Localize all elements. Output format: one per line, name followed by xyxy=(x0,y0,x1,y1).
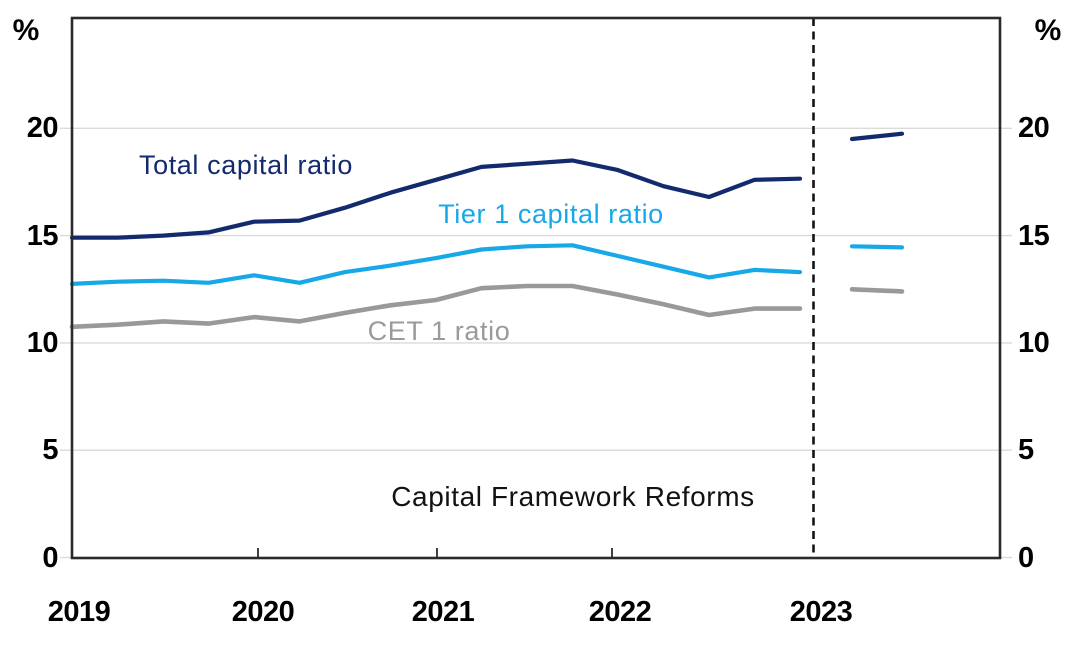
y-tick-right-5: 5 xyxy=(1018,434,1034,466)
total-capital-ratio-label: Total capital ratio xyxy=(138,150,354,180)
y-tick-right-15: 15 xyxy=(1018,220,1050,252)
tier1-capital-ratio-label: Tier 1 capital ratio xyxy=(438,199,664,229)
tier1-capital-line-post xyxy=(849,244,905,250)
total-capital-line-post xyxy=(849,131,905,142)
x-tick-2020: 2020 xyxy=(231,596,295,628)
x-tick-2022: 2022 xyxy=(588,596,652,628)
total-capital-line xyxy=(69,158,803,240)
y-tick-left-10: 10 xyxy=(26,327,59,359)
y-tick-left-15: 15 xyxy=(26,220,59,252)
y-tick-left-5: 5 xyxy=(42,434,58,466)
y-tick-right-10: 10 xyxy=(1018,327,1050,359)
cet1-line-post xyxy=(849,286,905,294)
x-tick-2019: 2019 xyxy=(47,596,111,628)
tier1-capital-line xyxy=(69,243,803,286)
y-tick-left-0: 0 xyxy=(42,542,58,574)
capital-framework-reforms-label: Capital Framework Reforms xyxy=(391,481,755,512)
x-tick-2021: 2021 xyxy=(411,596,475,628)
x-tick-2023: 2023 xyxy=(789,596,853,628)
plot-frame xyxy=(70,16,1002,560)
y-axis-unit-right: % xyxy=(1034,14,1062,47)
y-axis-unit-left: % xyxy=(12,14,40,47)
cet1-line xyxy=(69,283,803,330)
y-tick-right-20: 20 xyxy=(1018,112,1050,144)
y-tick-left-20: 20 xyxy=(26,112,59,144)
y-tick-right-0: 0 xyxy=(1018,542,1034,574)
cet1-ratio-label: CET 1 ratio xyxy=(367,316,511,346)
